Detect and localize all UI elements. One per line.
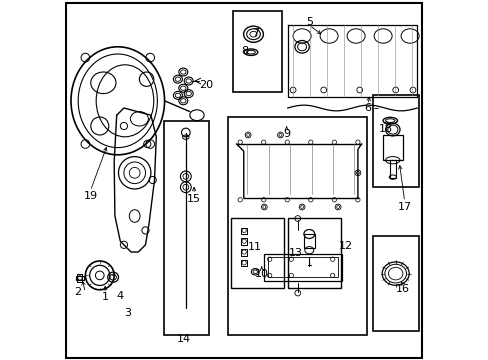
Bar [389,160,395,178]
Text: 8: 8 [241,46,247,56]
Bar [372,95,418,187]
Text: 15: 15 [187,194,201,204]
Text: 14: 14 [177,334,191,344]
Bar [228,117,366,335]
Bar [267,257,337,277]
Bar [382,135,402,160]
Text: 2: 2 [75,287,81,297]
Text: 19: 19 [83,191,97,201]
Bar [241,249,247,256]
Text: 20: 20 [199,80,213,90]
Text: 6: 6 [364,103,370,113]
Bar [241,238,247,245]
Text: 17: 17 [397,202,411,212]
Text: 9: 9 [283,129,289,139]
Bar [76,276,84,280]
Bar [303,234,314,248]
Text: 1: 1 [102,292,108,302]
Text: 12: 12 [338,240,352,251]
Text: 10: 10 [254,269,268,279]
Bar [77,274,82,282]
Text: 16: 16 [395,284,409,294]
Bar [163,121,208,335]
Text: 7: 7 [251,28,258,38]
Bar [241,260,247,266]
Bar [287,218,340,288]
Bar [241,228,247,234]
Bar [264,254,341,281]
Text: 18: 18 [378,123,392,134]
Text: 5: 5 [305,17,312,27]
Text: 4: 4 [117,291,123,301]
Text: 3: 3 [124,308,131,318]
Bar [372,236,418,331]
Bar [232,11,281,92]
Text: 13: 13 [288,248,303,258]
Bar [231,218,284,288]
Text: 11: 11 [247,242,261,252]
